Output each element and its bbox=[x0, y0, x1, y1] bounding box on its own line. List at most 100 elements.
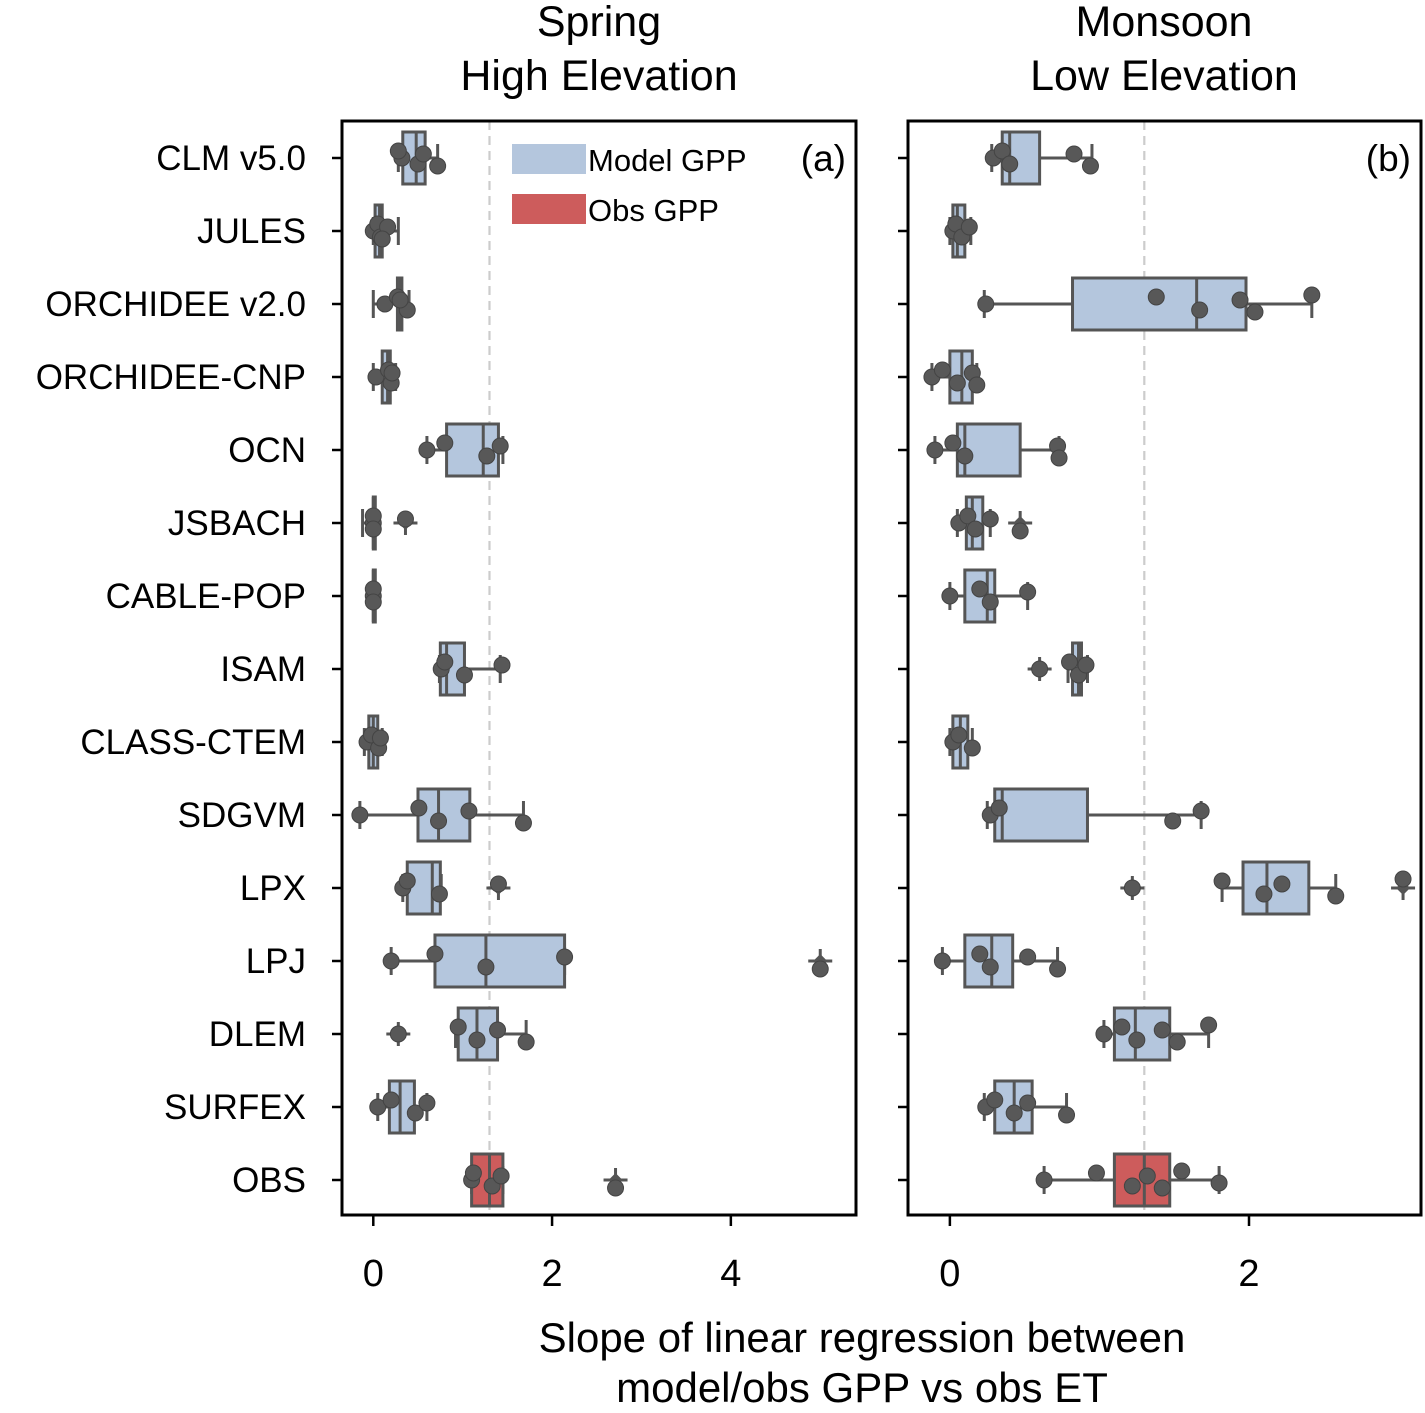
data-point-3 bbox=[371, 729, 389, 747]
panel-b-box-isam bbox=[1027, 641, 1095, 697]
category-label-class-ctem: CLASS-CTEM bbox=[80, 723, 306, 762]
data-point-2 bbox=[956, 447, 974, 465]
panel-a-box-isam bbox=[432, 641, 511, 697]
data-point-4 bbox=[607, 1179, 625, 1197]
data-point-1 bbox=[990, 799, 1008, 817]
panel-a-box-clm-v5-0 bbox=[389, 130, 447, 186]
data-point-3 bbox=[1231, 291, 1249, 309]
data-point-1 bbox=[1087, 1164, 1105, 1182]
panel-b-box-clm-v5-0 bbox=[984, 130, 1099, 186]
data-point-4 bbox=[1153, 1179, 1171, 1197]
data-point-0 bbox=[351, 806, 369, 824]
x-axis-title-line-1: Slope of linear regression between bbox=[539, 1314, 1186, 1361]
data-point-2 bbox=[963, 739, 981, 757]
data-point-0 bbox=[1031, 660, 1049, 678]
panel-b-box-orchidee-v2-0 bbox=[977, 276, 1321, 332]
data-point-1 bbox=[1113, 1018, 1131, 1036]
data-point-3 bbox=[491, 437, 509, 455]
data-point-3 bbox=[1138, 1167, 1156, 1185]
data-point-1 bbox=[986, 1091, 1004, 1109]
data-point-4 bbox=[1058, 1106, 1076, 1124]
panel-b-box-lpj bbox=[933, 933, 1067, 989]
data-point-1 bbox=[382, 1091, 400, 1109]
panel-b-x-tick-label: 0 bbox=[939, 1253, 960, 1295]
data-point-6 bbox=[1210, 1174, 1228, 1192]
data-point-5 bbox=[1200, 1016, 1218, 1034]
data-point-3 bbox=[1019, 948, 1037, 966]
data-point-3 bbox=[391, 291, 409, 309]
data-point-1 bbox=[398, 872, 416, 890]
data-point-3 bbox=[1077, 656, 1095, 674]
data-point-4 bbox=[1327, 887, 1345, 905]
data-point-4 bbox=[968, 376, 986, 394]
panel-a-box-cable-pop bbox=[364, 568, 382, 624]
panel-a-box-orchidee-cnp bbox=[367, 349, 401, 405]
data-point-2 bbox=[406, 1104, 424, 1122]
data-point-2 bbox=[455, 666, 473, 684]
data-point-2 bbox=[1005, 1104, 1023, 1122]
panel-a-spring-high-elevation: Spring High Elevation 0 2 4 (a) bbox=[332, 0, 858, 1295]
panel-b-title-line-1: Monsoon bbox=[1076, 0, 1253, 46]
data-point-1 bbox=[436, 434, 454, 452]
data-point-1 bbox=[971, 945, 989, 963]
data-point-1 bbox=[950, 726, 968, 744]
panel-b-box-surfex bbox=[977, 1079, 1076, 1135]
iqr-box bbox=[433, 933, 567, 989]
data-point-1 bbox=[426, 945, 444, 963]
data-point-3 bbox=[383, 364, 401, 382]
data-point-3 bbox=[960, 218, 978, 236]
data-point-2 bbox=[364, 520, 382, 538]
data-point-5 bbox=[1173, 1162, 1191, 1180]
data-point-4 bbox=[1246, 303, 1264, 321]
panel-b-box-sdgvm bbox=[981, 787, 1210, 843]
data-point-2 bbox=[1123, 1177, 1141, 1195]
data-point-3 bbox=[1153, 1021, 1171, 1039]
data-point-4 bbox=[1011, 522, 1029, 540]
data-point-4 bbox=[811, 960, 829, 978]
legend-swatch-obs-gpp bbox=[512, 194, 586, 224]
category-label-orchidee-v2-0: ORCHIDEE v2.0 bbox=[45, 285, 306, 324]
data-point-3 bbox=[489, 875, 507, 893]
panel-b-box-dlem bbox=[1095, 1006, 1218, 1062]
category-label-ocn: OCN bbox=[228, 431, 306, 470]
panel-b-label: (b) bbox=[1366, 138, 1411, 179]
data-point-3 bbox=[493, 656, 511, 674]
data-point-4 bbox=[1050, 449, 1068, 467]
data-point-4 bbox=[429, 157, 447, 175]
data-point-4 bbox=[517, 1033, 535, 1051]
data-point-3 bbox=[396, 510, 414, 528]
data-point-1 bbox=[464, 1164, 482, 1182]
data-point-2 bbox=[1001, 155, 1019, 173]
category-label-lpx: LPX bbox=[240, 869, 306, 908]
category-label-surfex: SURFEX bbox=[164, 1088, 306, 1127]
panel-b-x-tick-label: 2 bbox=[1238, 1253, 1259, 1295]
panel-a-box-surfex bbox=[369, 1079, 436, 1135]
data-point-3 bbox=[981, 510, 999, 528]
data-point-2 bbox=[948, 374, 966, 392]
data-point-5 bbox=[1303, 286, 1321, 304]
data-point-3 bbox=[492, 1167, 510, 1185]
iqr-box bbox=[1071, 276, 1248, 332]
category-label-obs: OBS bbox=[232, 1161, 306, 1200]
category-label-lpj: LPJ bbox=[246, 942, 306, 981]
panel-a-title-line-2: High Elevation bbox=[460, 52, 737, 100]
legend: Model GPP Obs GPP bbox=[512, 143, 747, 228]
data-point-3 bbox=[1019, 1094, 1037, 1112]
data-point-1 bbox=[1061, 653, 1079, 671]
data-point-1 bbox=[436, 653, 454, 671]
legend-label-model-gpp: Model GPP bbox=[588, 143, 747, 178]
data-point-2 bbox=[1164, 812, 1182, 830]
data-point-0 bbox=[369, 1098, 387, 1116]
data-point-0 bbox=[1095, 1025, 1113, 1043]
data-point-1 bbox=[959, 507, 977, 525]
x-axis-title-line-2: model/obs GPP vs obs ET bbox=[616, 1364, 1108, 1411]
iqr-box bbox=[993, 787, 1089, 843]
data-point-1 bbox=[993, 142, 1011, 160]
data-point-0 bbox=[382, 952, 400, 970]
category-label-jules: JULES bbox=[197, 212, 306, 251]
x-axis-title: Slope of linear regression betweenmodel/… bbox=[539, 1314, 1186, 1411]
data-point-2 bbox=[468, 1031, 486, 1049]
panel-a-title-line-1: Spring bbox=[537, 0, 661, 46]
data-point-2 bbox=[364, 593, 382, 611]
legend-label-obs-gpp: Obs GPP bbox=[588, 193, 719, 228]
